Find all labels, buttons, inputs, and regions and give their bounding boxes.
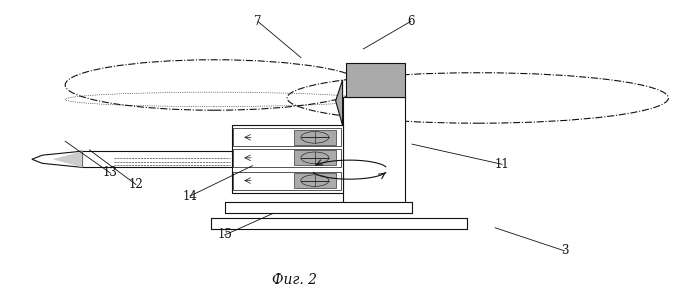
Polygon shape: [32, 151, 82, 167]
Bar: [346, 63, 405, 96]
Text: 11: 11: [495, 158, 510, 171]
Bar: [233, 171, 341, 190]
Bar: [233, 128, 341, 146]
Text: 12: 12: [129, 178, 143, 191]
Bar: [294, 173, 336, 188]
Text: 7: 7: [254, 15, 261, 28]
Bar: [211, 218, 468, 229]
Bar: [224, 202, 412, 213]
Polygon shape: [336, 80, 343, 125]
Bar: [294, 150, 336, 166]
Text: 13: 13: [103, 166, 117, 179]
Polygon shape: [52, 151, 82, 167]
Text: 14: 14: [182, 190, 197, 203]
Text: 6: 6: [407, 15, 415, 28]
Bar: [233, 149, 341, 167]
Text: 3: 3: [561, 244, 568, 257]
Bar: [231, 125, 343, 193]
Text: 15: 15: [217, 228, 232, 241]
Bar: [343, 96, 405, 209]
Text: Фиг. 2: Фиг. 2: [271, 273, 317, 287]
Bar: [294, 130, 336, 145]
